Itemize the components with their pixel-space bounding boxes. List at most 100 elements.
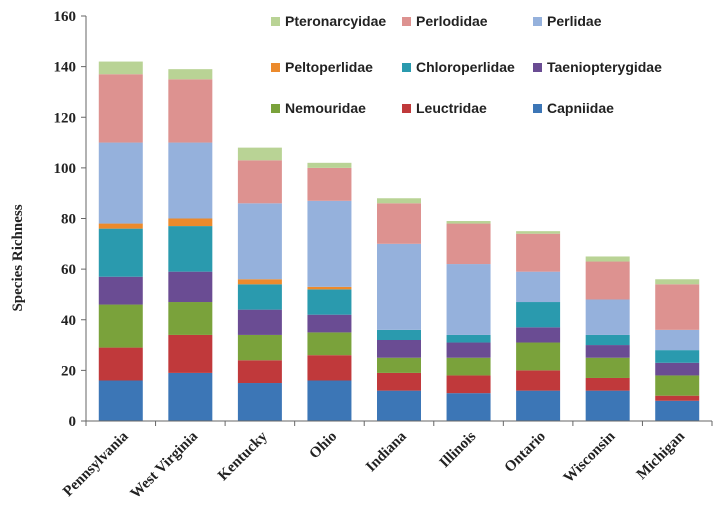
- legend-swatch: [271, 63, 280, 72]
- bar-segment: [237, 203, 282, 280]
- bar-segment: [168, 218, 213, 227]
- bar-segment: [377, 390, 421, 422]
- x-tick-label: Ohio: [307, 429, 341, 463]
- x-tick-label: Ontario: [502, 429, 549, 476]
- bar-segment: [446, 264, 491, 335]
- y-tick-label: 40: [61, 313, 76, 329]
- y-tick-label: 140: [54, 60, 77, 76]
- bar-segment: [98, 142, 143, 224]
- bar-segment: [168, 334, 213, 373]
- legend-swatch: [533, 104, 542, 113]
- legend-swatch: [402, 63, 411, 72]
- y-axis-title: Species Richness: [10, 204, 26, 311]
- bar-segment: [98, 380, 143, 421]
- bar-segment: [307, 380, 352, 421]
- bar-segment: [377, 372, 421, 391]
- bar-segment: [585, 299, 630, 335]
- bar-segment: [168, 142, 213, 219]
- bar-segment: [377, 243, 421, 330]
- legend-item: Peltoperlidae: [271, 59, 373, 75]
- bar-segment: [377, 329, 421, 341]
- bar-segment: [377, 203, 421, 244]
- y-tick-label: 0: [69, 414, 77, 430]
- bar-stack: [377, 198, 421, 422]
- legend-label: Perlodidae: [416, 13, 488, 29]
- bar-segment: [655, 279, 700, 285]
- y-axis: 0 20 40 60 80 100 120 140 160: [54, 9, 87, 430]
- legend-item: Leuctridae: [402, 100, 487, 116]
- bar-segment: [98, 61, 143, 75]
- bar-segment: [446, 334, 491, 343]
- x-tick-label: Kentucky: [215, 428, 271, 484]
- bar-segment: [237, 279, 282, 285]
- bar-segment: [307, 167, 352, 201]
- bar-segment: [377, 340, 421, 358]
- bar-segment: [585, 256, 630, 262]
- bar-segment: [516, 271, 561, 303]
- bar-segment: [655, 400, 700, 421]
- bar-segment: [168, 271, 213, 303]
- bar-segment: [655, 395, 700, 401]
- bar-segment: [237, 383, 282, 421]
- bar-segment: [98, 276, 143, 305]
- bar-segment: [655, 362, 700, 376]
- bar-segment: [237, 147, 282, 161]
- legend-swatch: [271, 17, 280, 26]
- bar-segment: [237, 160, 282, 204]
- legend-item: Nemouridae: [271, 100, 366, 116]
- bar-segment: [307, 289, 352, 315]
- bar-segment: [585, 334, 630, 346]
- bar-stack: [655, 279, 700, 421]
- bar-segment: [377, 198, 421, 204]
- bar-segment: [585, 261, 630, 300]
- legend-label: Taeniopterygidae: [547, 59, 662, 75]
- bar-stack: [168, 69, 213, 421]
- bar-segment: [168, 372, 213, 421]
- bar-stack: [237, 147, 282, 421]
- bar-segment: [98, 304, 143, 348]
- bars-group: [98, 61, 700, 422]
- bar-segment: [446, 357, 491, 376]
- bar-stack: [516, 231, 561, 422]
- bar-segment: [98, 223, 143, 229]
- legend-label: Perlidae: [547, 13, 602, 29]
- bar-stack: [585, 256, 630, 422]
- bar-segment: [237, 284, 282, 310]
- legend: Pteronarcyidae Perlodidae Perlidae Peltoper…: [271, 13, 662, 116]
- y-tick-label: 60: [61, 262, 76, 278]
- bar-segment: [516, 231, 561, 234]
- legend-item: Pteronarcyidae: [271, 13, 386, 29]
- bar-segment: [307, 200, 352, 287]
- bar-segment: [655, 350, 700, 363]
- x-tick-label: Illinois: [437, 428, 480, 471]
- x-tick-label: Pennsylvania: [60, 428, 132, 500]
- bar-segment: [98, 228, 143, 277]
- legend-label: Peltoperlidae: [285, 59, 373, 75]
- legend-item: Perlidae: [533, 13, 602, 29]
- bar-segment: [377, 357, 421, 373]
- bar-segment: [655, 329, 700, 351]
- bar-segment: [168, 226, 213, 272]
- legend-label: Pteronarcyidae: [285, 13, 386, 29]
- y-tick-label: 100: [54, 161, 77, 177]
- bar-segment: [307, 314, 352, 333]
- bar-segment: [516, 390, 561, 422]
- legend-swatch: [533, 63, 542, 72]
- legend-item: Capniidae: [533, 100, 614, 116]
- legend-item: Perlodidae: [402, 13, 488, 29]
- bar-stack: [446, 221, 491, 421]
- legend-swatch: [271, 104, 280, 113]
- bar-segment: [98, 347, 143, 381]
- bar-segment: [307, 162, 352, 168]
- x-tick-label: Indiana: [363, 428, 410, 475]
- bar-segment: [237, 334, 282, 361]
- bar-segment: [446, 393, 491, 421]
- legend-swatch: [402, 17, 411, 26]
- legend-swatch: [402, 104, 411, 113]
- bar-segment: [307, 355, 352, 381]
- bar-segment: [168, 69, 213, 80]
- bar-stack: [307, 162, 352, 421]
- bar-segment: [585, 377, 630, 391]
- legend-label: Nemouridae: [285, 100, 366, 116]
